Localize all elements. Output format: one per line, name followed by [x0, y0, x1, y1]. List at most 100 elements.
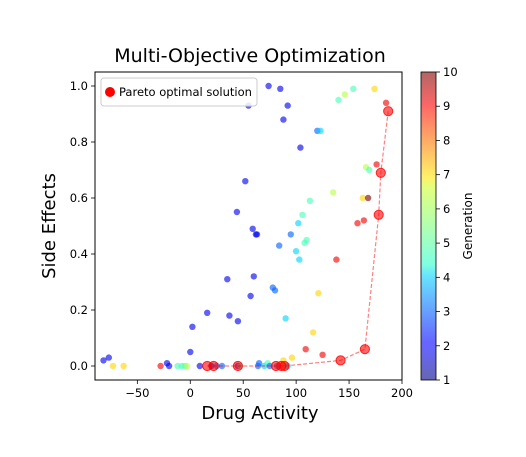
population-point — [354, 220, 361, 227]
x-tick-label: −50 — [125, 386, 149, 400]
population-point — [350, 85, 357, 93]
x-tick-label: 150 — [338, 386, 360, 400]
population-point — [302, 346, 309, 353]
population-point — [366, 166, 373, 174]
pareto-point — [232, 360, 243, 372]
population-point — [282, 315, 289, 322]
plot-area — [95, 72, 402, 380]
y-tick-label: 0.4 — [70, 247, 88, 261]
population-point — [359, 194, 366, 202]
chart-title: Multi-Objective Optimization — [114, 45, 386, 67]
population-point — [341, 91, 348, 98]
population-point — [284, 102, 291, 109]
y-tick-label: 0.0 — [70, 359, 88, 373]
colorbar-tick-label: 9 — [443, 99, 450, 113]
population-point — [255, 360, 263, 367]
population-point — [276, 242, 283, 249]
colorbar-tick-label: 8 — [443, 133, 450, 147]
population-point — [120, 362, 127, 370]
pareto-point — [359, 344, 370, 355]
x-axis: −50 0 50 100 150 200 — [125, 380, 413, 400]
population-point — [303, 236, 310, 244]
colorbar-axis: 1 2 3 4 5 6 7 8 9 10 — [436, 65, 458, 387]
population-point — [105, 354, 113, 361]
population-point — [277, 85, 284, 93]
pareto-point — [279, 360, 290, 372]
y-axis: 0.0 0.2 0.4 0.6 0.8 1.0 — [70, 79, 95, 373]
y-tick-label: 1.0 — [70, 79, 88, 93]
legend-label-pareto: Pareto optimal solution — [119, 85, 252, 99]
legend-box — [100, 77, 258, 107]
colorbar-tick-label: 7 — [443, 168, 450, 182]
population-point — [287, 231, 294, 238]
population-point — [271, 287, 279, 294]
legend: Pareto optimal solution — [100, 77, 258, 107]
x-tick-label: 100 — [285, 386, 307, 400]
population-point — [371, 85, 378, 93]
colorbar-label: Generation — [461, 193, 475, 260]
population-point — [249, 225, 256, 232]
population-point — [224, 276, 231, 283]
y-tick-label: 0.6 — [70, 191, 88, 205]
colorbar-tick-label: 10 — [443, 65, 458, 79]
population-point — [333, 256, 340, 263]
plot-border — [94, 71, 403, 381]
x-tick-label: 200 — [391, 386, 413, 400]
pareto-front-line — [207, 111, 389, 367]
population-point — [306, 197, 314, 204]
pareto-point — [335, 355, 346, 366]
pareto-point — [373, 209, 384, 220]
population-point — [183, 362, 191, 370]
colorbar-tick-label: 3 — [443, 305, 450, 319]
colorbar-tick-label: 4 — [443, 270, 450, 284]
y-tick-label: 0.8 — [70, 135, 88, 149]
y-tick-label: 0.2 — [70, 303, 88, 317]
population-point — [299, 211, 306, 218]
pareto-point — [383, 106, 394, 117]
population-point — [157, 362, 164, 370]
population-point — [297, 144, 304, 151]
population-point — [204, 309, 211, 316]
population-point — [335, 96, 342, 104]
population-point — [319, 351, 326, 358]
population-point — [250, 273, 257, 280]
population-point — [242, 178, 249, 185]
population-point — [226, 312, 233, 319]
population-point — [382, 99, 390, 107]
population-point — [247, 292, 254, 300]
population-point — [109, 362, 117, 370]
pareto-point — [375, 167, 386, 178]
population-point — [165, 362, 173, 370]
population-point — [280, 116, 287, 123]
population-point — [296, 256, 303, 263]
population-point — [189, 323, 196, 330]
population-point — [295, 220, 302, 227]
colorbar-tick-label: 5 — [443, 236, 450, 250]
colorbar-tick-label: 2 — [443, 339, 450, 353]
population-point — [317, 127, 324, 134]
pareto-front — [202, 106, 394, 372]
population-point — [364, 194, 372, 202]
population-point — [187, 348, 194, 356]
population-point — [233, 208, 241, 216]
x-axis-label: Drug Activity — [201, 403, 318, 424]
population-point — [288, 354, 296, 361]
colorbar-tick-label: 6 — [443, 202, 450, 216]
population-point — [234, 318, 242, 325]
x-tick-label: 0 — [187, 386, 194, 400]
pareto-point — [208, 360, 219, 372]
legend-marker-pareto — [105, 87, 115, 97]
population-point — [309, 329, 317, 336]
x-tick-label: 50 — [236, 386, 251, 400]
population-point — [360, 217, 368, 224]
population-point — [373, 161, 380, 168]
population-point — [315, 290, 322, 297]
population-point — [330, 189, 337, 196]
population-point — [265, 82, 272, 90]
population-point — [100, 357, 107, 364]
population-point — [253, 231, 261, 238]
colorbar — [420, 71, 437, 381]
colorbar-tick-label: 1 — [443, 373, 450, 387]
population-point — [292, 248, 300, 255]
